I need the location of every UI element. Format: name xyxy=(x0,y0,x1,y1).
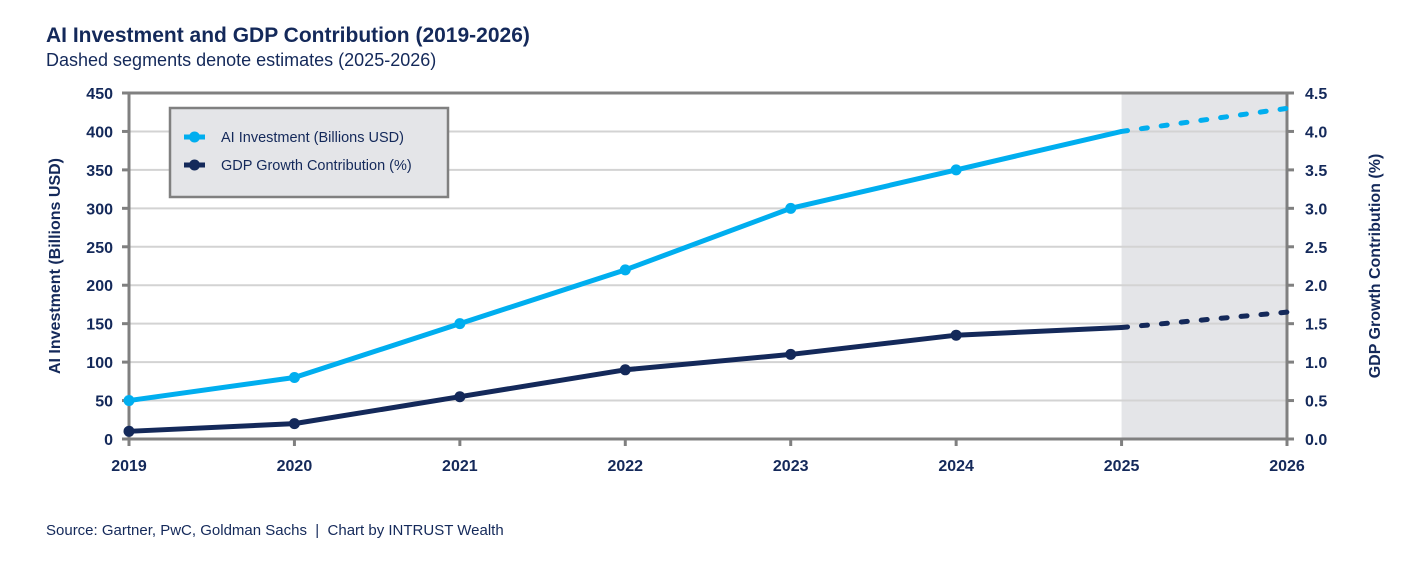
data-point xyxy=(619,364,631,376)
series-estimate-line-1 xyxy=(1119,309,1290,331)
y-tick-label-left: 350 xyxy=(86,163,113,180)
y-tick-label-right: 0.5 xyxy=(1305,394,1327,411)
legend-label: AI Investment (Billions USD) xyxy=(221,130,404,146)
x-tick-label: 2023 xyxy=(773,458,809,475)
y-tick-label-right: 2.0 xyxy=(1305,278,1327,295)
legend-marker xyxy=(189,131,200,143)
data-point xyxy=(123,425,135,437)
plot-frame xyxy=(127,91,1289,441)
y-tick-label-right: 4.5 xyxy=(1305,86,1327,103)
data-point xyxy=(288,371,300,383)
series-estimate-line-0 xyxy=(1119,105,1290,134)
data-point xyxy=(454,318,466,330)
y-tick-label-left: 250 xyxy=(86,240,113,257)
y-tick-label-left: 100 xyxy=(86,355,113,372)
y-tick-label-right: 1.0 xyxy=(1305,355,1327,372)
chart-subtitle: Dashed segments denote estimates (2025-2… xyxy=(46,50,437,70)
y-tick-label-right: 0.0 xyxy=(1305,432,1327,449)
data-point xyxy=(454,391,466,403)
data-point xyxy=(785,202,797,214)
y-tick-label-right: 3.5 xyxy=(1305,163,1327,180)
y-tick-label-left: 400 xyxy=(86,124,113,141)
x-tick-label: 2025 xyxy=(1104,458,1140,475)
data-point xyxy=(123,395,135,407)
y-tick-label-left: 50 xyxy=(95,394,113,411)
y-tick-label-left: 0 xyxy=(104,432,113,449)
estimate-region xyxy=(1121,93,1287,439)
data-point xyxy=(785,348,797,360)
y-tick-label-left: 300 xyxy=(86,201,113,218)
data-point xyxy=(950,329,962,341)
source-note: Source: Gartner, PwC, Goldman Sachs | Ch… xyxy=(46,522,504,539)
x-tick-label: 2024 xyxy=(938,458,974,475)
x-tick-label: 2020 xyxy=(277,458,313,475)
y-axis-title-right: GDP Growth Contribution (%) xyxy=(1367,154,1384,379)
legend-label: GDP Growth Contribution (%) xyxy=(221,158,412,174)
x-tick-label: 2019 xyxy=(111,458,147,475)
y-tick-label-right: 2.5 xyxy=(1305,240,1327,257)
y-tick-label-left: 200 xyxy=(86,278,113,295)
chart-title: AI Investment and GDP Contribution (2019… xyxy=(46,24,530,47)
x-tick-label: 2021 xyxy=(442,458,478,475)
y-tick-label-right: 4.0 xyxy=(1305,124,1327,141)
data-point xyxy=(619,264,631,276)
legend-box xyxy=(168,106,450,199)
x-tick-label: 2022 xyxy=(607,458,643,475)
y-axis-title-left: AI Investment (Billions USD) xyxy=(47,158,64,374)
y-tick-label-right: 1.5 xyxy=(1305,317,1327,334)
y-tick-label-right: 3.0 xyxy=(1305,201,1327,218)
y-tick-label-left: 150 xyxy=(86,317,113,334)
data-point xyxy=(288,418,300,430)
data-point xyxy=(950,164,962,176)
legend-marker xyxy=(189,159,200,171)
x-tick-label: 2026 xyxy=(1269,458,1305,475)
y-tick-label-left: 450 xyxy=(86,86,113,103)
